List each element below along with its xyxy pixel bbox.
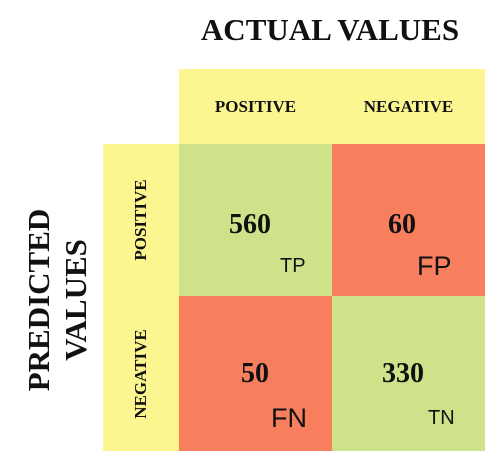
column-header-positive: POSITIVE — [179, 69, 332, 144]
false-positive-tag: FP — [417, 251, 452, 281]
row-header-negative: NEGATIVE — [103, 296, 179, 451]
row-header-positive: POSITIVE — [103, 144, 179, 296]
column-header-negative: NEGATIVE — [332, 69, 485, 144]
false-negative-tag: FN — [271, 403, 307, 433]
true-negative-value: 330 — [382, 358, 424, 389]
false-negative-cell: 50 FN — [179, 296, 332, 451]
true-negative-cell: 330 TN — [332, 296, 485, 451]
false-negative-value: 50 — [241, 358, 269, 389]
row-header-label: POSITIVE — [131, 179, 150, 261]
predicted-title-line-1: PREDICTED — [21, 208, 56, 392]
actual-values-title: ACTUAL VALUES — [200, 12, 460, 47]
true-positive-cell: 560 TP — [179, 144, 332, 296]
row-header-label: NEGATIVE — [131, 328, 150, 419]
true-negative-tag: TN — [428, 407, 455, 429]
false-positive-value: 60 — [388, 209, 416, 240]
predicted-title-line-2: VALUES — [58, 239, 93, 361]
true-positive-tag: TP — [280, 255, 306, 277]
predicted-values-title: PREDICTED VALUES — [12, 150, 102, 450]
true-positive-value: 560 — [229, 209, 271, 240]
false-positive-cell: 60 FP — [332, 144, 485, 296]
column-header-label: NEGATIVE — [363, 96, 454, 116]
column-header-label: POSITIVE — [214, 96, 297, 116]
